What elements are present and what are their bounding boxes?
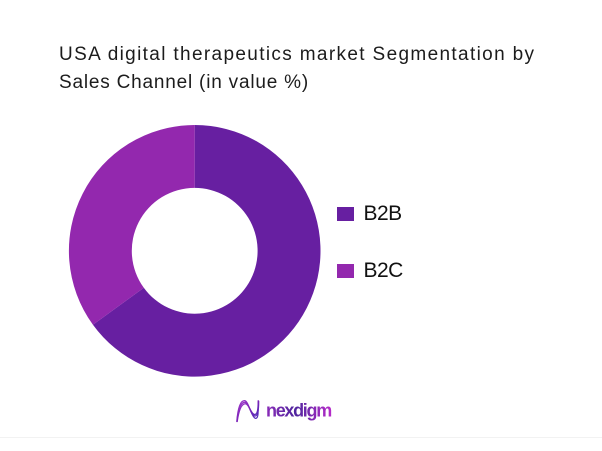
svg-text:nexdigm: nexdigm — [266, 400, 331, 420]
